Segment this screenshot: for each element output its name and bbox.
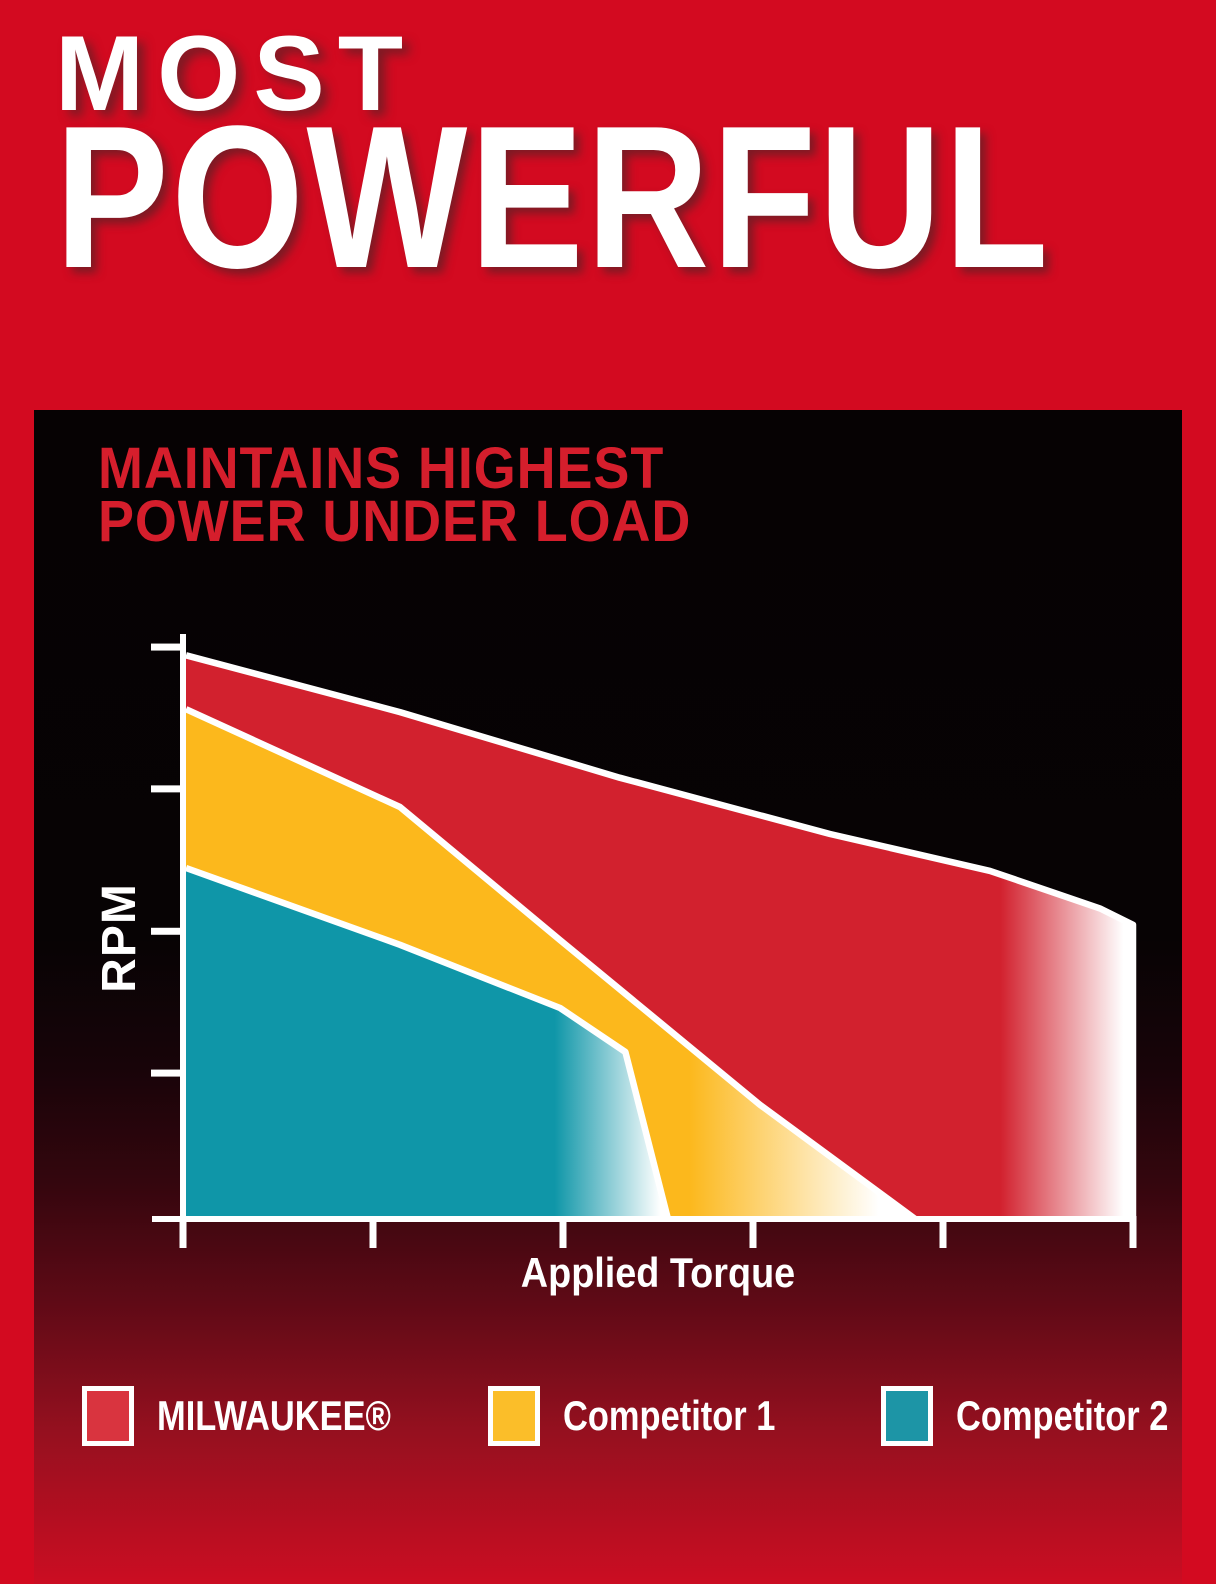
x-tick — [1129, 1216, 1137, 1248]
chart-heading-line1: MAINTAINS HIGHEST — [98, 436, 665, 501]
hero-title-line2: POWERFUL — [55, 84, 1051, 311]
legend-swatch-competitor-1 — [488, 1386, 540, 1446]
legend-label-competitor-2: Competitor 2 — [956, 1392, 1169, 1439]
y-axis-label: RPM — [93, 883, 146, 993]
x-tick — [749, 1216, 757, 1248]
area-top-edge — [185, 652, 1137, 1219]
y-tick — [151, 1069, 184, 1077]
y-tick — [151, 643, 184, 651]
legend-swatch-milwaukee — [82, 1386, 134, 1446]
legend-item-milwaukee: MILWAUKEE® — [82, 1386, 442, 1446]
x-tick — [179, 1216, 187, 1248]
legend-item-competitor-2: Competitor 2 — [881, 1386, 1215, 1446]
y-tick — [151, 927, 184, 935]
legend-swatch-competitor-2 — [881, 1386, 933, 1446]
y-axis — [180, 634, 186, 1247]
legend-item-competitor-1: Competitor 1 — [488, 1386, 822, 1446]
chart-heading: MAINTAINS HIGHEST POWER UNDER LOAD — [98, 436, 692, 554]
x-tick — [939, 1216, 947, 1248]
legend-label-competitor-1: Competitor 1 — [563, 1392, 776, 1439]
chart-heading-line2: POWER UNDER LOAD — [98, 489, 692, 554]
area-competitor-2 — [186, 868, 668, 1219]
hero-title-line1: MOST — [55, 13, 417, 133]
x-tick — [369, 1216, 377, 1248]
area-top-edge — [184, 864, 672, 1220]
x-axis-label: Applied Torque — [520, 1249, 796, 1296]
legend-label-milwaukee: MILWAUKEE® — [157, 1392, 391, 1439]
chart-legend: MILWAUKEE® Competitor 1 Competitor 2 — [0, 1386, 1216, 1446]
area-top-edge — [184, 706, 918, 1222]
x-tick — [559, 1216, 567, 1248]
y-tick — [151, 785, 184, 793]
x-axis — [152, 1216, 1136, 1222]
